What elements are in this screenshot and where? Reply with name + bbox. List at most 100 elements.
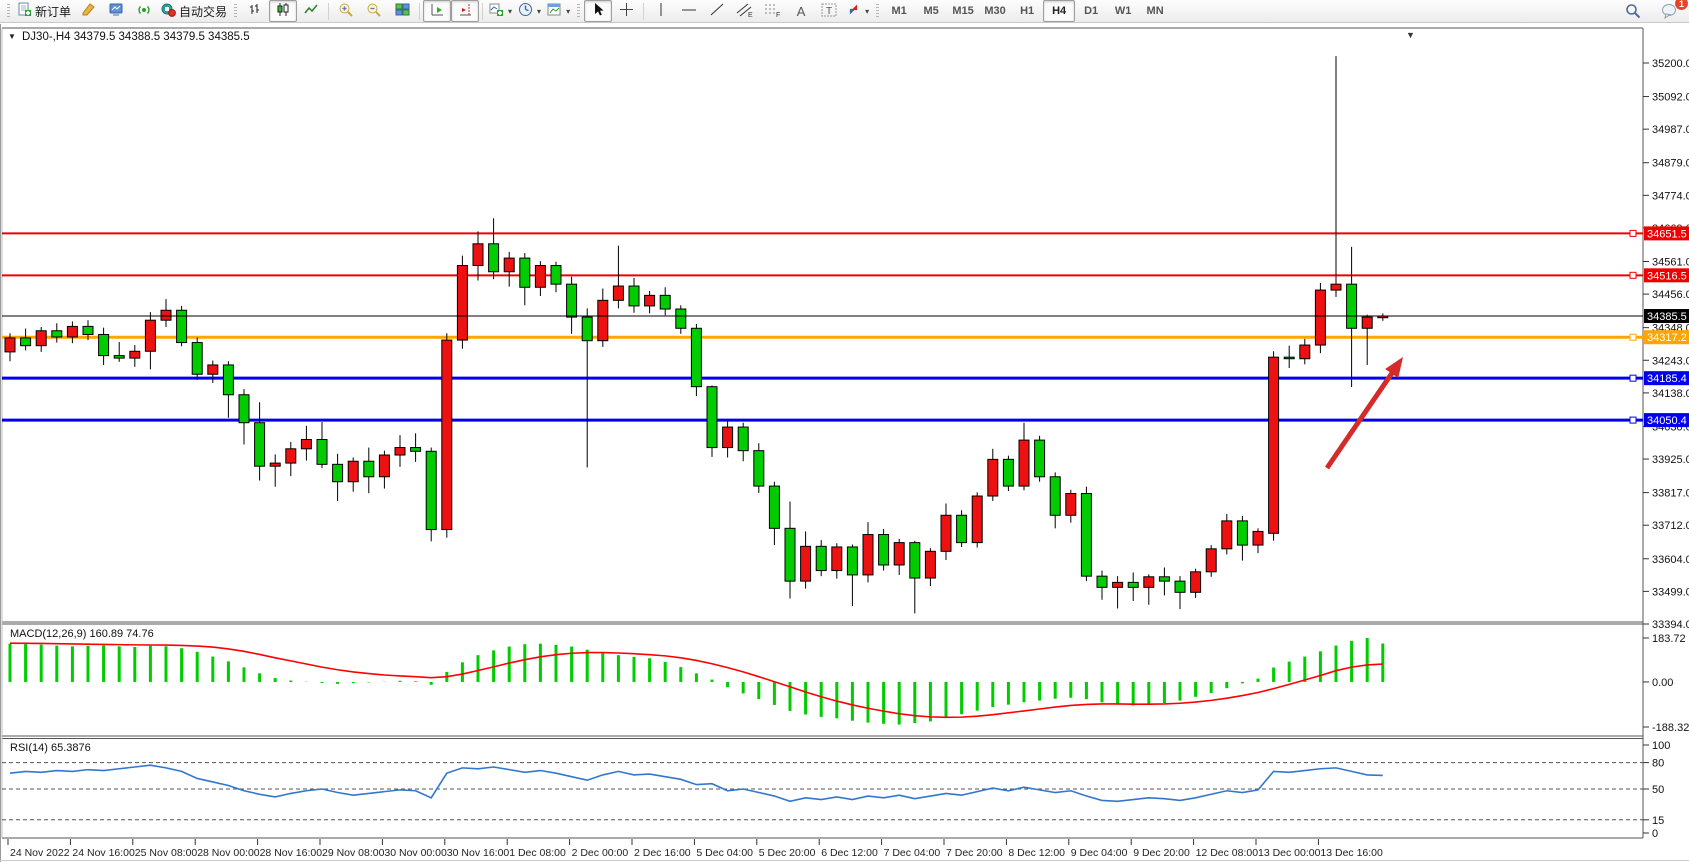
price-tick-label: 34138.0 [1652,388,1689,400]
candlestick-chart-icon [276,2,291,20]
cursor-button[interactable] [584,0,613,22]
candle-bull [394,447,406,456]
candle-bull [862,534,874,576]
price-tick-label: 33604.0 [1652,554,1689,566]
periods-dropdown[interactable]: ▾ [537,6,542,16]
timeframe-h4-button[interactable]: H4 [1043,0,1076,22]
candle-bull [472,243,484,267]
chart-title: DJ30-,H4 34379.5 34388.5 34379.5 34385.5 [22,31,250,43]
tile-windows-button[interactable] [388,0,416,22]
equidistant-channel-button[interactable]: E [731,0,759,22]
arrows-dropdown[interactable]: ▾ [865,6,870,16]
search-button[interactable] [1619,0,1647,22]
timeframe-d1-button[interactable]: D1 [1084,5,1099,17]
hline-price-label [1644,413,1689,428]
arrows-button[interactable]: ▾ [843,0,872,22]
candle-bull [597,299,609,342]
time-tick-label: 5 Dec 04:00 [696,847,753,859]
text-tool-icon: A [796,3,806,19]
candle-bear [222,364,234,396]
candle-bear [1158,576,1170,582]
chat-button[interactable]: 1 [1655,0,1689,22]
candle-bear [1002,458,1014,487]
add-indicator-button[interactable]: ▾ [486,0,515,22]
timeframe-w1-button[interactable]: W1 [1114,5,1132,17]
add-indicator-dropdown[interactable]: ▾ [508,6,513,16]
candle-bear [316,438,328,465]
vertical-line-button[interactable] [647,0,675,22]
crosshair-button[interactable] [612,0,640,22]
timeframe-mn-button[interactable]: MN [1146,5,1164,17]
hline-handle[interactable] [1629,374,1637,382]
line-chart-button[interactable] [297,0,325,22]
price-tick-label: 34879.0 [1652,158,1689,170]
hline-handle[interactable] [1629,271,1637,279]
candlestick-chart-button[interactable] [269,0,298,22]
zoom-in-button[interactable] [332,0,360,22]
timeframe-h1-button[interactable]: H1 [1020,5,1035,17]
candle-bear [753,450,765,487]
candle-bear [1127,581,1139,588]
candle-bear [1283,356,1295,360]
chart-expand-icon[interactable]: ▼ [8,32,16,41]
chart-frame [0,24,1689,862]
candle-bull [1252,530,1264,546]
fibonacci-button[interactable]: F [759,0,787,22]
autotrading-button[interactable]: 自动交易 [158,0,230,22]
candle-bear [20,337,32,347]
hline-price-label [1644,371,1689,386]
candle-bear [1080,493,1092,577]
templates-button[interactable]: ▾ [544,0,573,22]
candle-bear [238,394,250,424]
timeframe-m15-button[interactable]: M15 [952,5,974,17]
candle-bear [410,447,422,452]
candle-bear [909,542,921,579]
trend-arrow-annotation[interactable] [1324,357,1403,470]
trendline-button[interactable] [703,0,731,22]
zoom-out-button[interactable] [360,0,388,22]
timeframe-m30-button[interactable]: M30 [984,5,1006,17]
chart-shift-button[interactable] [451,0,480,22]
text-label-button[interactable]: T [815,0,843,22]
signals-button[interactable] [130,0,158,22]
fibonacci-icon: F [764,2,782,21]
bar-chart-button[interactable] [241,0,269,22]
time-tick-label: 13 Dec 16:00 [1320,847,1383,859]
templates-dropdown[interactable]: ▾ [566,6,571,16]
rsi-tick-label: 80 [1652,758,1664,770]
chart-shift-marker-icon[interactable]: ▼ [1406,30,1415,40]
candle-bull [987,458,999,497]
hline-handle[interactable] [1629,229,1637,237]
templates-icon [547,2,562,20]
metaeditor-button[interactable] [74,0,102,22]
terminal-button[interactable] [102,0,130,22]
candle-bull [378,454,390,478]
candle-bull [300,438,312,450]
candle-bull [971,495,983,544]
macd-indicator-label: MACD(12,26,9) 160.89 74.76 [10,628,154,640]
hline-handle[interactable] [1629,333,1637,341]
candle-bear [566,283,578,318]
text-button[interactable]: A [787,0,815,22]
hline-price-label-text: 34317.2 [1647,332,1687,344]
timeframe-m1-button[interactable]: M1 [891,5,907,17]
cursor-icon [591,2,605,20]
candle-bear [628,285,640,307]
notification-badge: 1 [1674,0,1689,11]
time-tick-label: 9 Dec 04:00 [1071,847,1128,859]
new-order-button[interactable]: 新订单 [14,0,74,22]
periods-button[interactable]: ▾ [515,0,544,22]
candle-bear [550,265,562,285]
price-tick-label: 34456.0 [1652,289,1689,301]
time-tick-label: 28 Nov 00:00 [197,847,260,859]
horizontal-line-button[interactable] [675,0,703,22]
hline-handle[interactable] [1629,416,1637,424]
horizontal-line-objects[interactable] [2,229,1643,424]
candle-bull [441,339,453,531]
timeframe-m5-button[interactable]: M5 [923,5,939,17]
candle-bull [35,330,47,347]
candle-bear [425,450,437,531]
auto-scroll-button[interactable] [423,0,452,22]
candle-bull [1221,520,1233,550]
